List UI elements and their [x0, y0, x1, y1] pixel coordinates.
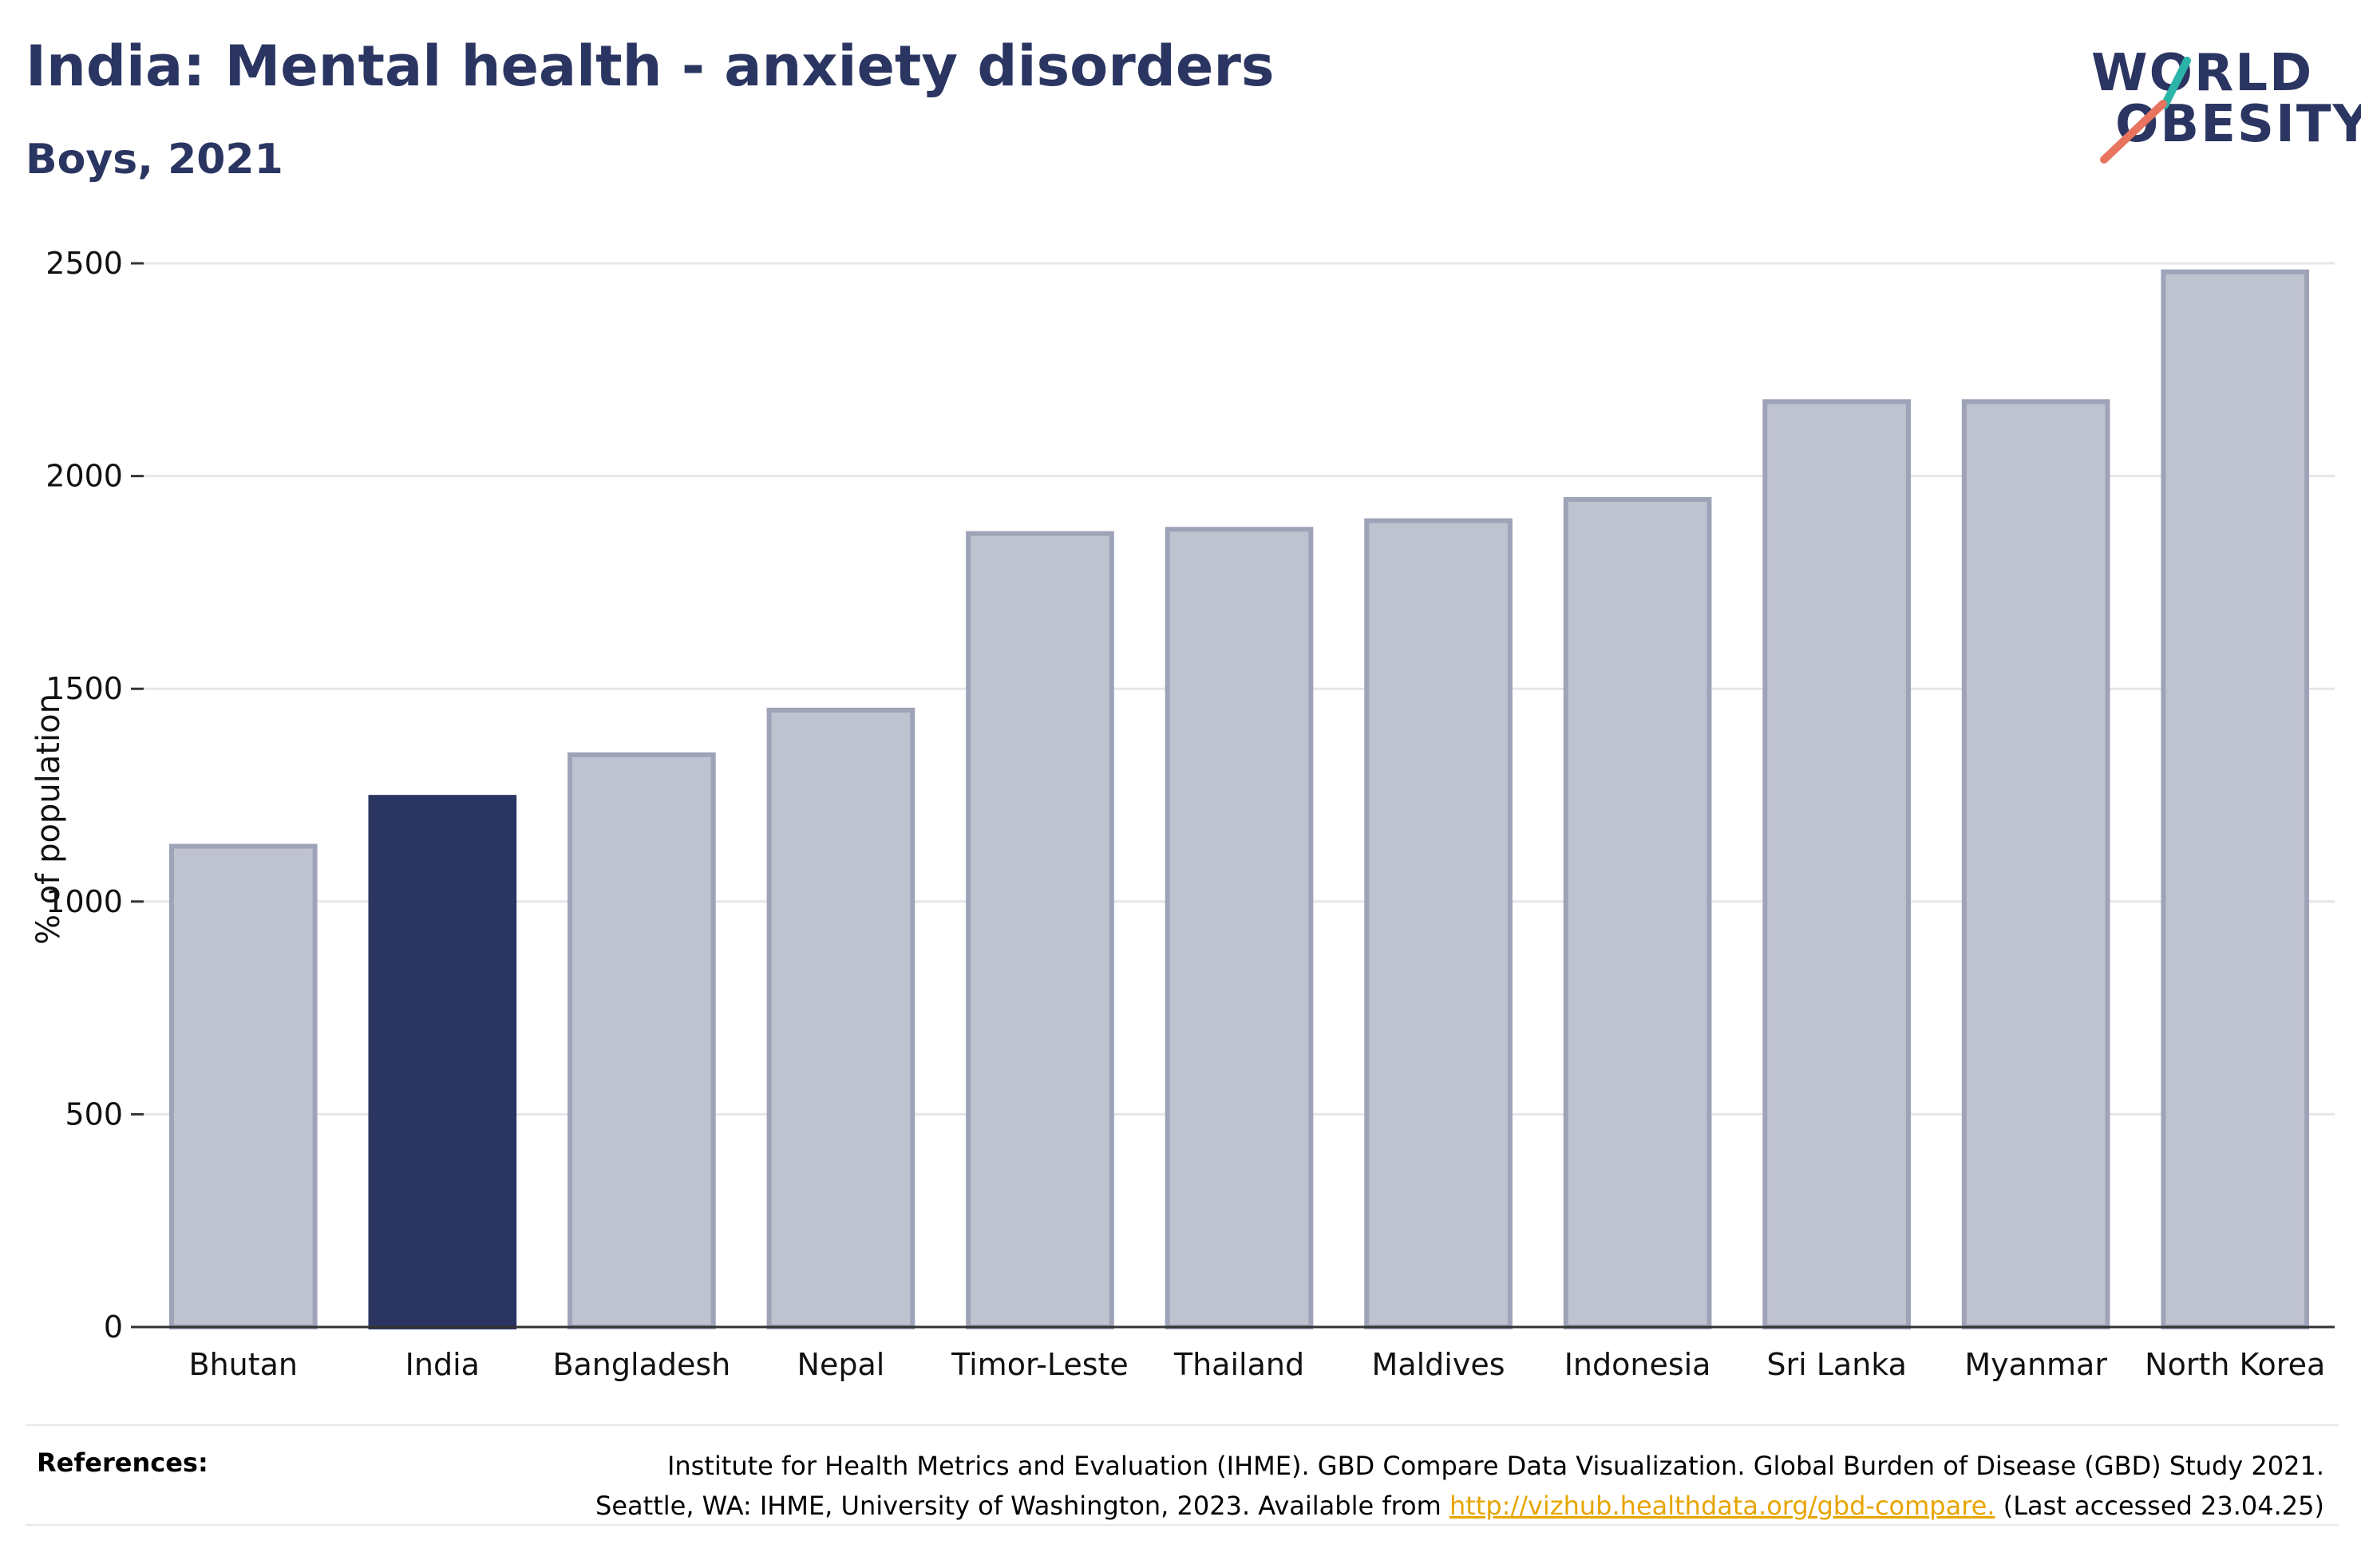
footer-divider-top [26, 1424, 2339, 1426]
bar-chart: 0 500 1000 1500 2000 2500 % of population Bhuta… [30, 246, 2335, 1382]
x-tick-label: North Korea [2145, 1347, 2325, 1382]
bar-maldives [1364, 518, 1513, 1329]
y-tick-label: 1000 [45, 884, 123, 919]
logo-word-world: WORLD [2091, 44, 2314, 103]
x-tick-label: Myanmar [1964, 1347, 2107, 1382]
x-tick-label: Bangladesh [552, 1347, 730, 1382]
y-tick-label: 2500 [45, 246, 123, 281]
world-obesity-logo: WORLD OBESITY [2075, 32, 2361, 176]
bar-thailand [1165, 527, 1314, 1329]
y-tick-label: 2000 [45, 459, 123, 494]
bar-north-korea [2161, 269, 2310, 1330]
references-label: References: [37, 1448, 208, 1478]
y-tick-label: 1500 [45, 671, 123, 706]
references-line-2: Seattle, WA: IHME, University of Washing… [595, 1486, 2324, 1526]
footer-divider-bottom [26, 1524, 2339, 1526]
bar-nepal [766, 707, 916, 1329]
y-axis-label: % of population [30, 693, 67, 945]
bar-bhutan [168, 843, 318, 1329]
bar-timor-leste [966, 531, 1114, 1329]
x-tick-label: Nepal [797, 1347, 885, 1382]
references-link[interactable]: http://vizhub.healthdata.org/gbd-compare… [1449, 1491, 1995, 1521]
bar-myanmar [1961, 399, 2110, 1329]
x-tick-label: India [405, 1347, 480, 1382]
bar-india [368, 795, 517, 1329]
chart-subtitle: Boys, 2021 [26, 136, 283, 184]
references-line-2-prefix: Seattle, WA: IHME, University of Washing… [595, 1491, 1449, 1521]
x-tick-label: Indonesia [1564, 1347, 1711, 1382]
x-tick-label: Sri Lanka [1766, 1347, 1907, 1382]
x-tick-label: Bhutan [189, 1347, 299, 1382]
x-tick-label: Maldives [1372, 1347, 1505, 1382]
references-line-2-suffix: (Last accessed 23.04.25) [1995, 1491, 2324, 1521]
references-text: Institute for Health Metrics and Evaluat… [595, 1446, 2324, 1526]
y-tick-label: 500 [65, 1096, 123, 1132]
x-tick-label: Thailand [1173, 1347, 1304, 1382]
logo-slash-icon [2100, 57, 2191, 164]
bar-bangladesh [568, 752, 716, 1329]
y-tick-label: 0 [104, 1309, 123, 1345]
bar-sri-lanka [1762, 399, 1911, 1329]
bar-indonesia [1563, 496, 1712, 1329]
x-tick-label: Timor-Leste [951, 1347, 1129, 1382]
references-line-1: Institute for Health Metrics and Evaluat… [666, 1451, 2324, 1481]
chart-title: India: Mental health - anxiety disorders [26, 34, 1275, 99]
